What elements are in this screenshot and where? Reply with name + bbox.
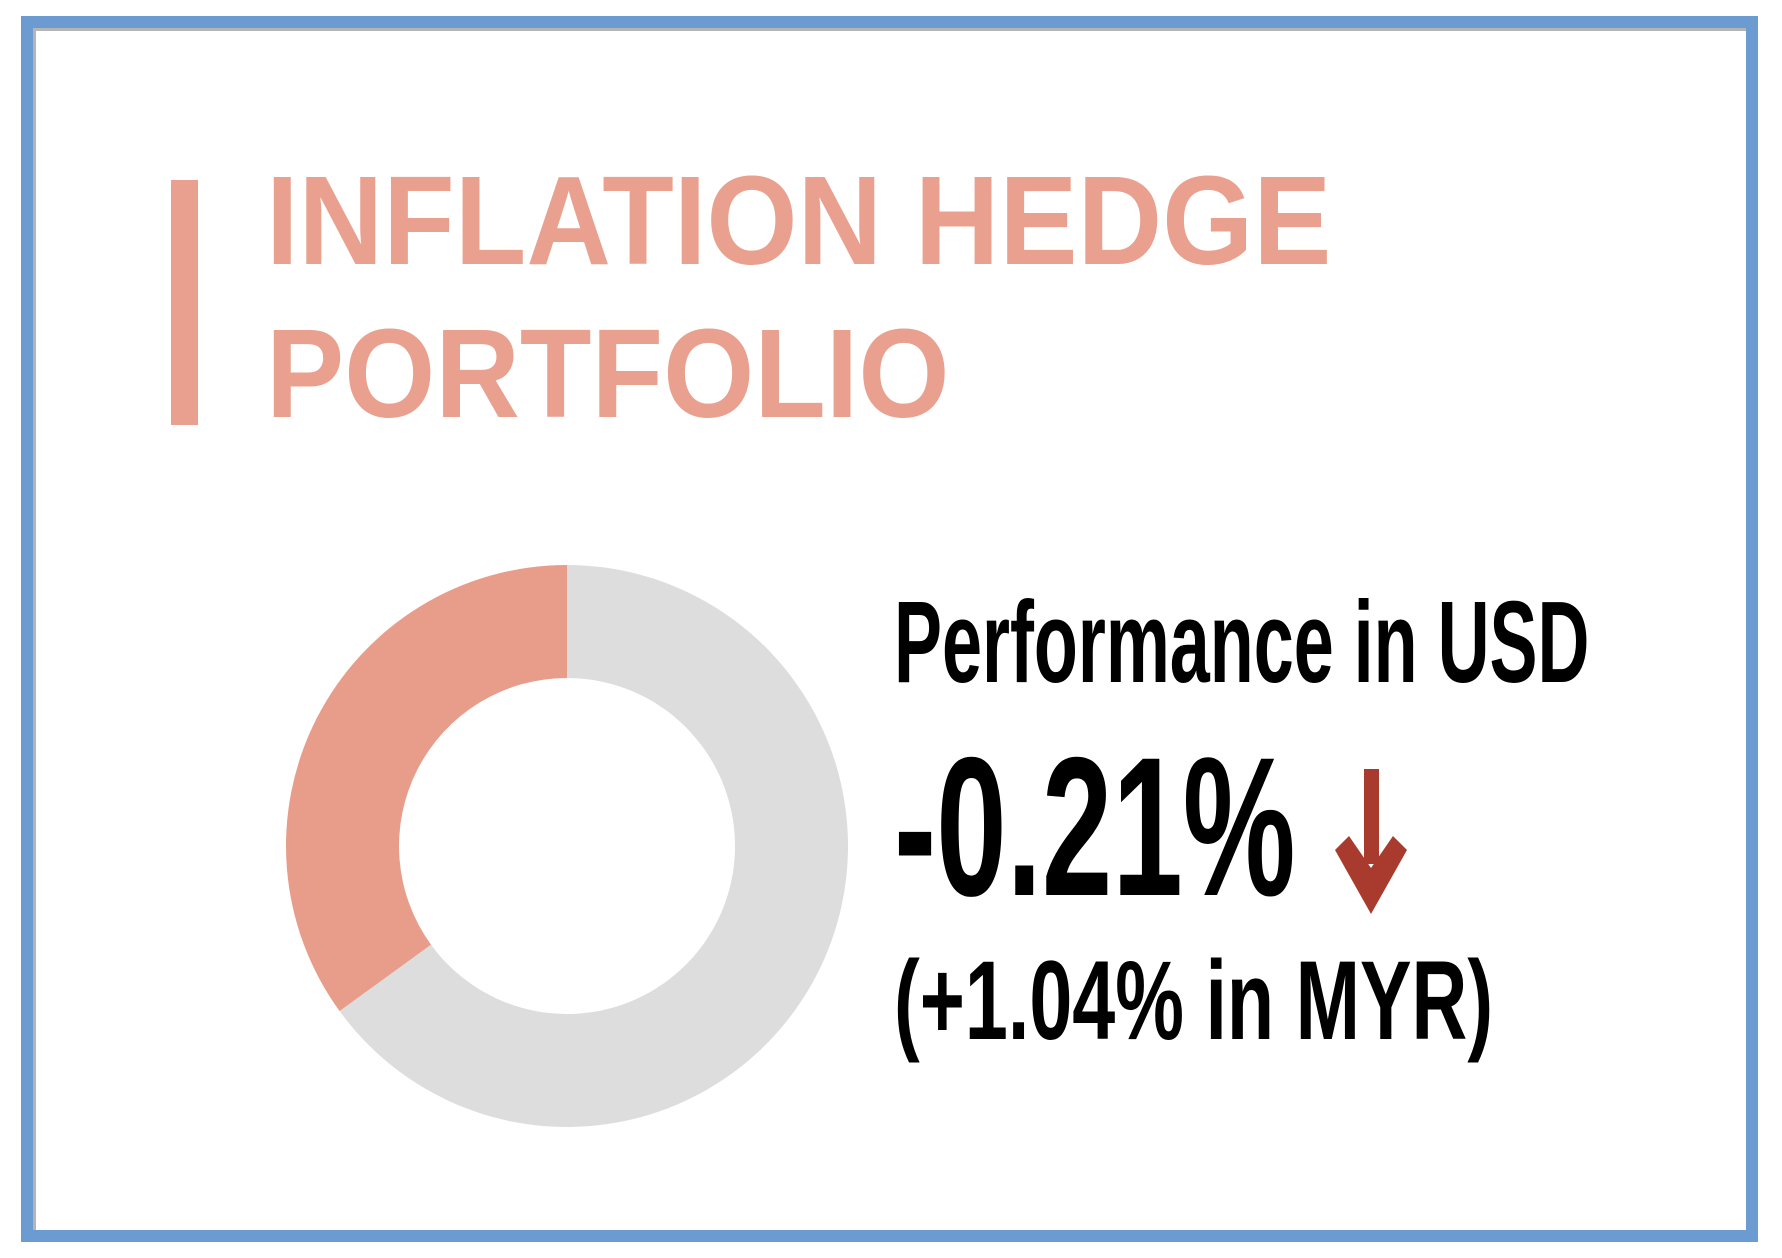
performance-secondary: (+1.04% in MYR): [894, 938, 1494, 1063]
donut-slice-remainder: [339, 565, 849, 1127]
title-accent-bar: [171, 180, 198, 425]
title-line-2: PORTFOLIO: [266, 303, 950, 444]
title-line-1: INFLATION HEDGE: [266, 150, 1332, 291]
performance-label: Performance in USD: [894, 577, 1590, 707]
card-body: [33, 28, 1746, 1230]
card-frame: [21, 16, 1758, 1242]
donut-slice-highlight: [286, 565, 567, 1012]
performance-value: -0.21%: [894, 716, 1296, 937]
